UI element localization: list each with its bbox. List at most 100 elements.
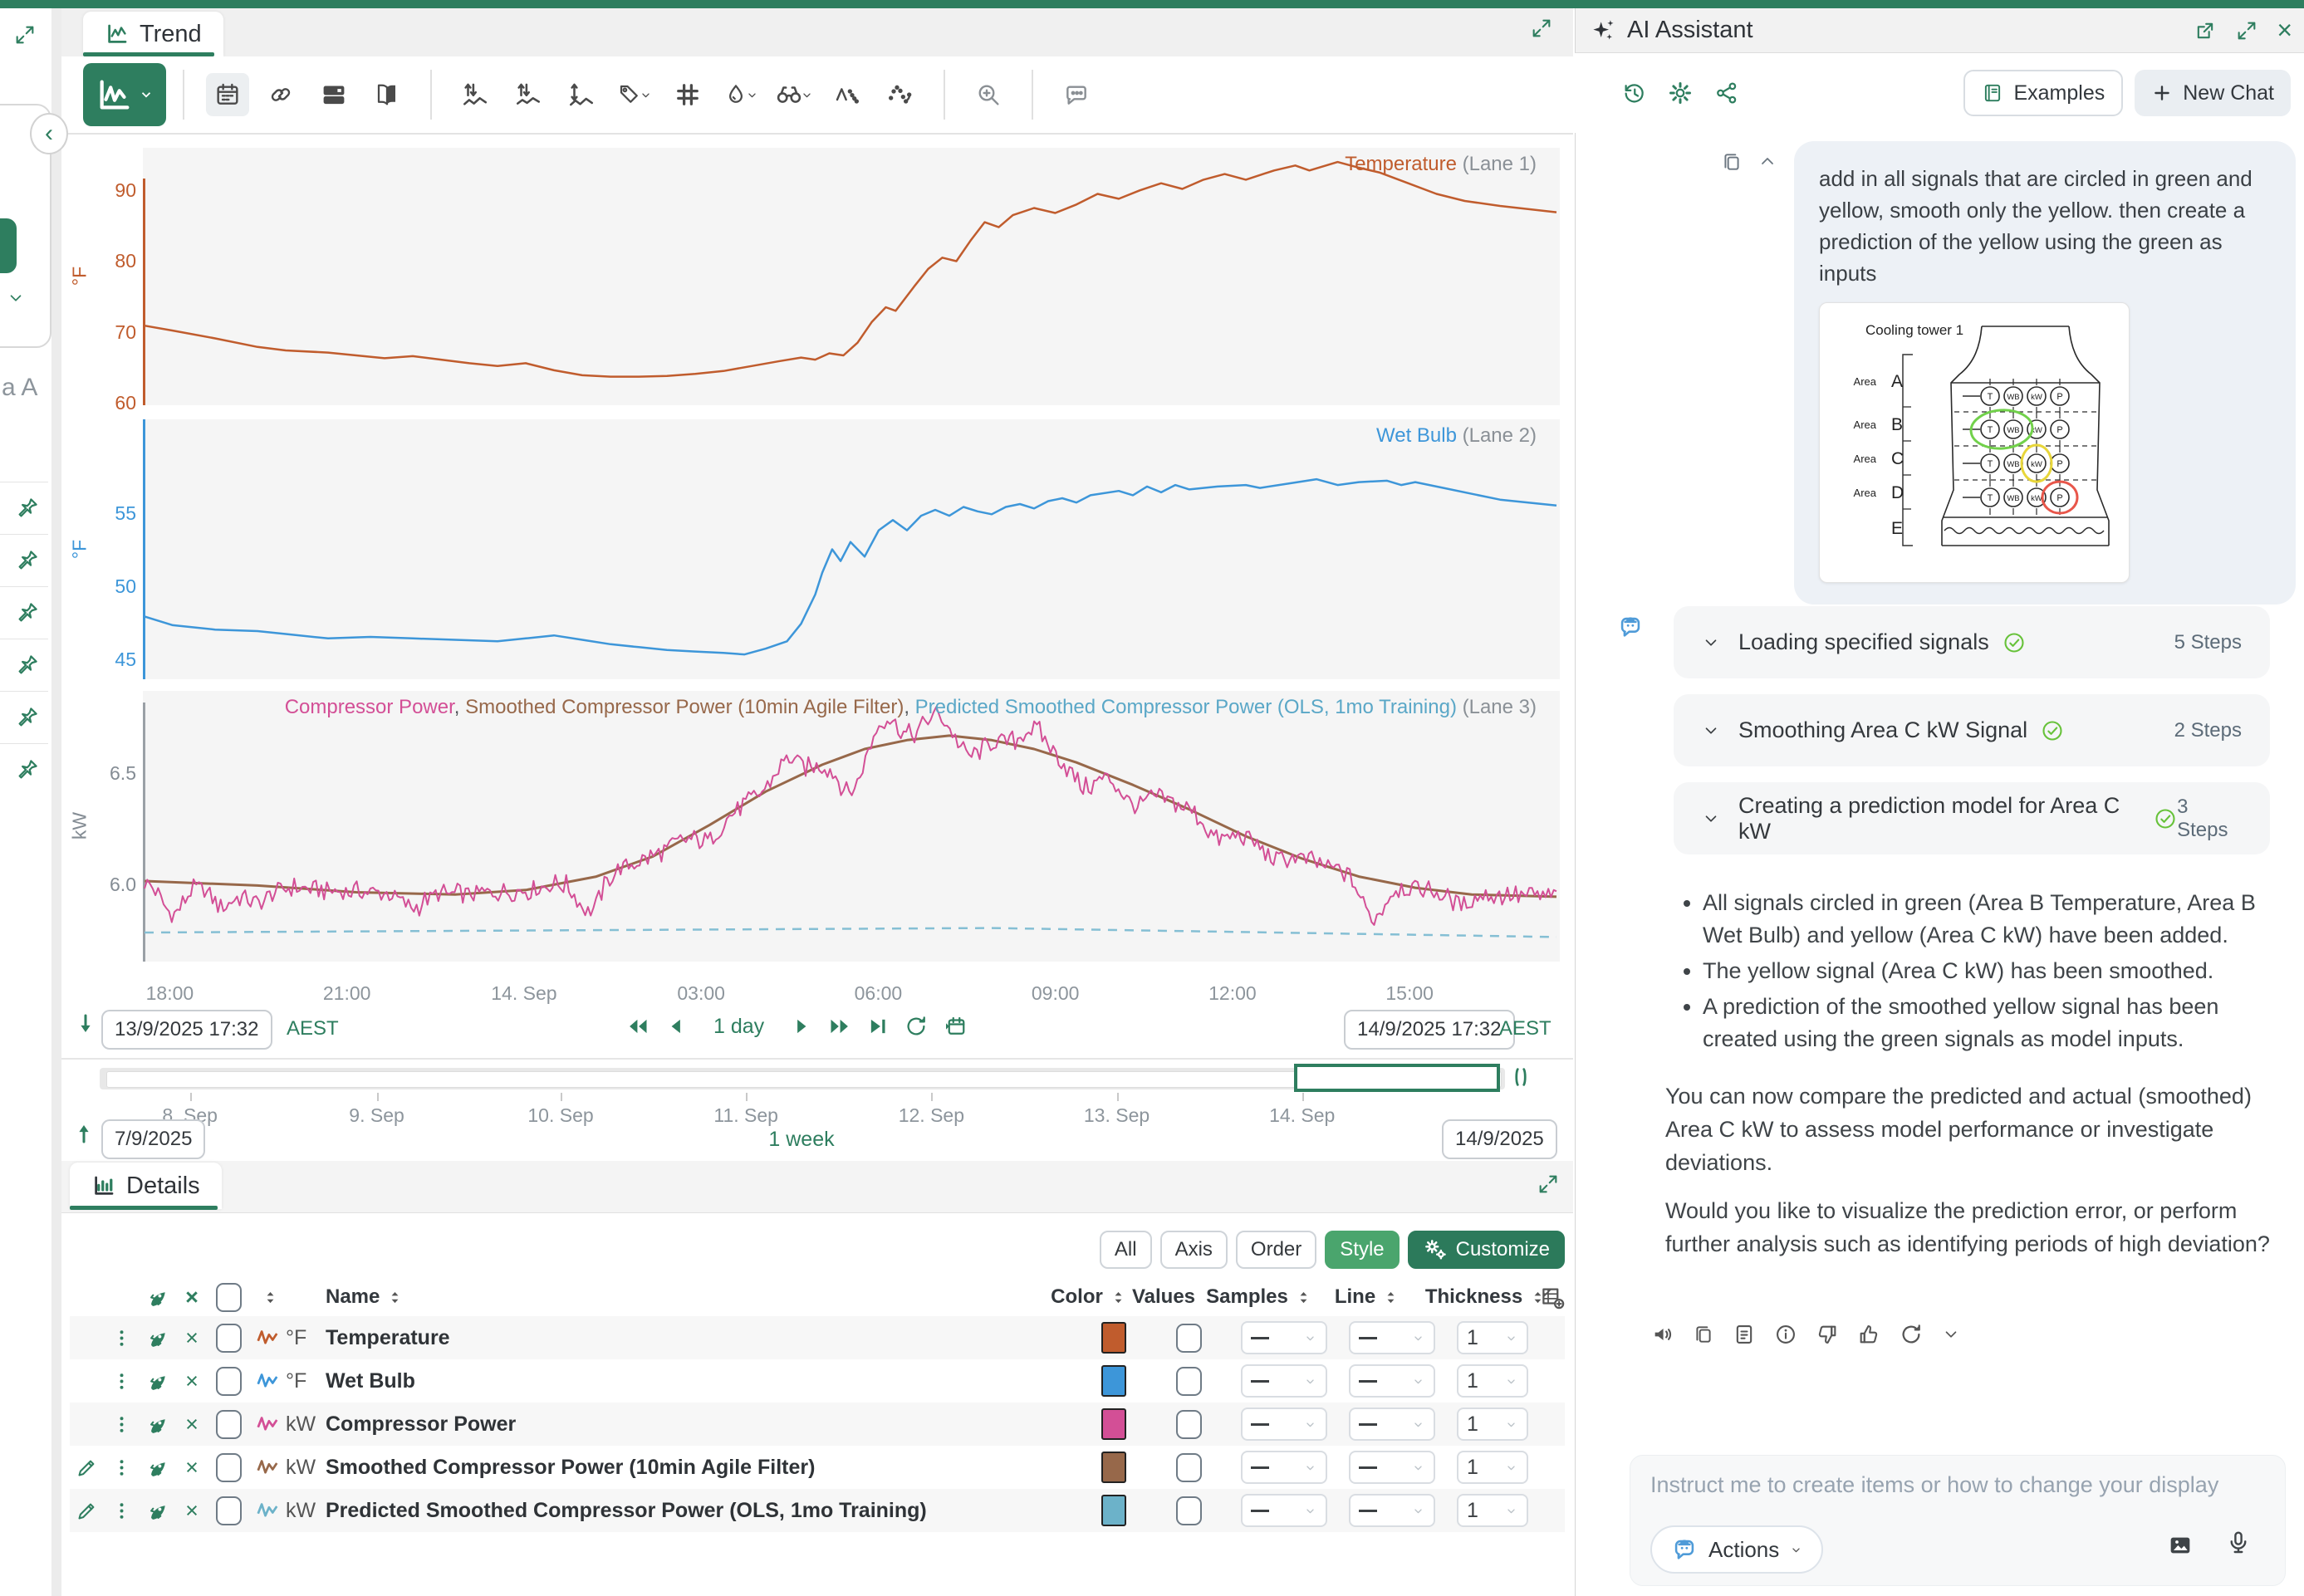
copy-message-icon[interactable]	[1721, 151, 1743, 173]
color-swatch[interactable]	[1076, 1365, 1151, 1397]
customize-button[interactable]: Customize	[1407, 1231, 1565, 1269]
values-checkbox[interactable]	[1151, 1323, 1226, 1353]
row-checkbox[interactable]	[208, 1323, 248, 1353]
autoscale-icon[interactable]	[560, 73, 603, 116]
remove-icon[interactable]: ×	[185, 1411, 199, 1437]
signal-name[interactable]: Predicted Smoothed Compressor Power (OLS…	[326, 1498, 927, 1522]
info-icon[interactable]	[1774, 1322, 1797, 1347]
edit-icon[interactable]	[70, 1500, 103, 1522]
samples-dropdown[interactable]	[1241, 1321, 1327, 1354]
step-size-label[interactable]: 1 day	[713, 1014, 765, 1038]
row-menu-icon[interactable]	[103, 1371, 140, 1392]
investigate-icon[interactable]	[772, 73, 816, 116]
remove-icon[interactable]: ×	[185, 1324, 199, 1350]
speaker-icon[interactable]	[1651, 1322, 1674, 1347]
expand-details-icon[interactable]	[1537, 1173, 1560, 1196]
step-group[interactable]: Smoothing Area C kW Signal 2 Steps	[1674, 694, 2270, 766]
journal-icon[interactable]	[365, 73, 409, 116]
step-group[interactable]: Creating a prediction model for Area C k…	[1674, 782, 2270, 854]
attached-image[interactable]: Cooling tower 1 Area A Area B Area C Area D E T WB k…	[1819, 302, 2130, 583]
axis-tools-icon[interactable]	[507, 73, 550, 116]
samples-dropdown[interactable]	[1241, 1494, 1327, 1527]
move-range-up-icon[interactable]	[71, 1121, 96, 1146]
display-start-input[interactable]: 13/9/2025 17:32	[101, 1010, 272, 1050]
interpolation-icon[interactable]	[879, 73, 922, 116]
end-timezone-label[interactable]: AEST	[1499, 1017, 1552, 1040]
signal-name[interactable]: Compressor Power	[326, 1412, 517, 1436]
display-end-input[interactable]: 14/9/2025 17:32	[1344, 1010, 1515, 1050]
column-samples[interactable]: Samples	[1206, 1285, 1307, 1309]
remove-icon[interactable]: ×	[185, 1368, 199, 1393]
display-pane-icon[interactable]	[312, 73, 355, 116]
values-checkbox[interactable]	[1151, 1496, 1226, 1525]
pinned-item[interactable]	[0, 534, 48, 586]
signal-name[interactable]: Smoothed Compressor Power (10min Agile F…	[326, 1455, 816, 1479]
table-row[interactable]: × kW Compressor Power 1	[70, 1403, 1565, 1446]
color-swatch[interactable]	[1076, 1452, 1151, 1483]
step-forward-fast-icon[interactable]	[821, 1010, 859, 1043]
values-checkbox[interactable]	[1151, 1452, 1226, 1482]
row-menu-icon[interactable]	[103, 1457, 140, 1478]
column-name[interactable]: Name	[326, 1285, 1052, 1309]
remove-all-icon[interactable]: ×	[185, 1284, 199, 1310]
all-button[interactable]: All	[1099, 1231, 1152, 1269]
tab-trend[interactable]: Trend	[83, 12, 223, 56]
line-dropdown[interactable]	[1349, 1494, 1435, 1527]
share-icon[interactable]	[1714, 81, 1739, 105]
pinned-item[interactable]	[0, 482, 48, 534]
order-button[interactable]: Order	[1235, 1231, 1317, 1269]
chat-input[interactable]: Instruct me to create items or how to ch…	[1630, 1455, 2286, 1586]
labels-icon[interactable]	[613, 73, 656, 116]
expand-icon[interactable]	[13, 23, 37, 47]
pinned-item[interactable]	[0, 691, 48, 743]
annotate-icon[interactable]	[1055, 73, 1098, 116]
thickness-dropdown[interactable]: 1	[1457, 1451, 1565, 1484]
move-range-down-icon[interactable]	[73, 1011, 98, 1036]
pinned-item[interactable]	[0, 639, 48, 691]
slider-grip-icon[interactable]	[1508, 1065, 1533, 1089]
add-column-icon[interactable]	[1540, 1285, 1565, 1310]
line-dropdown[interactable]	[1349, 1451, 1435, 1484]
values-checkbox[interactable]	[1151, 1366, 1226, 1396]
history-icon[interactable]	[1621, 81, 1646, 105]
signal-name[interactable]: Temperature	[326, 1325, 450, 1349]
thickness-dropdown[interactable]: 1	[1457, 1321, 1565, 1354]
line-dropdown[interactable]	[1349, 1408, 1435, 1441]
gear-icon[interactable]	[1668, 81, 1693, 105]
derivative-icon[interactable]	[826, 73, 869, 116]
sidebar-primary-button[interactable]	[0, 218, 17, 273]
row-checkbox[interactable]	[208, 1496, 248, 1525]
samples-dropdown[interactable]	[1241, 1451, 1327, 1484]
copy-timeframe-icon[interactable]	[935, 1010, 973, 1043]
step-group[interactable]: Loading specified signals 5 Steps	[1674, 606, 2270, 678]
range-slider-selection[interactable]	[1293, 1064, 1500, 1092]
row-menu-icon[interactable]	[103, 1414, 140, 1435]
tab-details[interactable]: Details	[70, 1163, 222, 1209]
thickness-dropdown[interactable]: 1	[1457, 1494, 1565, 1527]
pin-icon[interactable]	[140, 1413, 175, 1436]
zoom-icon[interactable]	[967, 73, 1010, 116]
thickness-dropdown[interactable]: 1	[1457, 1408, 1565, 1441]
trend-chart[interactable]	[143, 141, 1560, 967]
values-checkbox[interactable]	[1151, 1409, 1226, 1439]
column-color[interactable]: Color	[1051, 1285, 1126, 1309]
table-row[interactable]: × kW Smoothed Compressor Power (10min Ag…	[70, 1446, 1565, 1489]
style-button[interactable]: Style	[1325, 1231, 1400, 1269]
column-line[interactable]: Line	[1324, 1285, 1410, 1309]
edit-icon[interactable]	[70, 1456, 103, 1479]
axis-button[interactable]: Axis	[1159, 1231, 1228, 1269]
start-timezone-label[interactable]: AEST	[287, 1017, 339, 1040]
table-row[interactable]: × °F Wet Bulb 1	[70, 1359, 1565, 1403]
step-to-end-icon[interactable]	[859, 1010, 897, 1043]
pin-all-icon[interactable]	[140, 1286, 175, 1309]
pin-icon[interactable]	[140, 1327, 175, 1349]
pin-icon[interactable]	[140, 1500, 175, 1522]
chevron-down-icon[interactable]	[7, 289, 25, 307]
pin-icon[interactable]	[140, 1370, 175, 1393]
samples-dropdown[interactable]	[1241, 1408, 1327, 1441]
remove-icon[interactable]: ×	[185, 1454, 199, 1480]
chevron-down-icon[interactable]	[1942, 1322, 1960, 1347]
refresh-icon[interactable]	[1899, 1322, 1924, 1347]
new-chat-button[interactable]: New Chat	[2135, 70, 2291, 116]
color-swatch[interactable]	[1076, 1322, 1151, 1354]
